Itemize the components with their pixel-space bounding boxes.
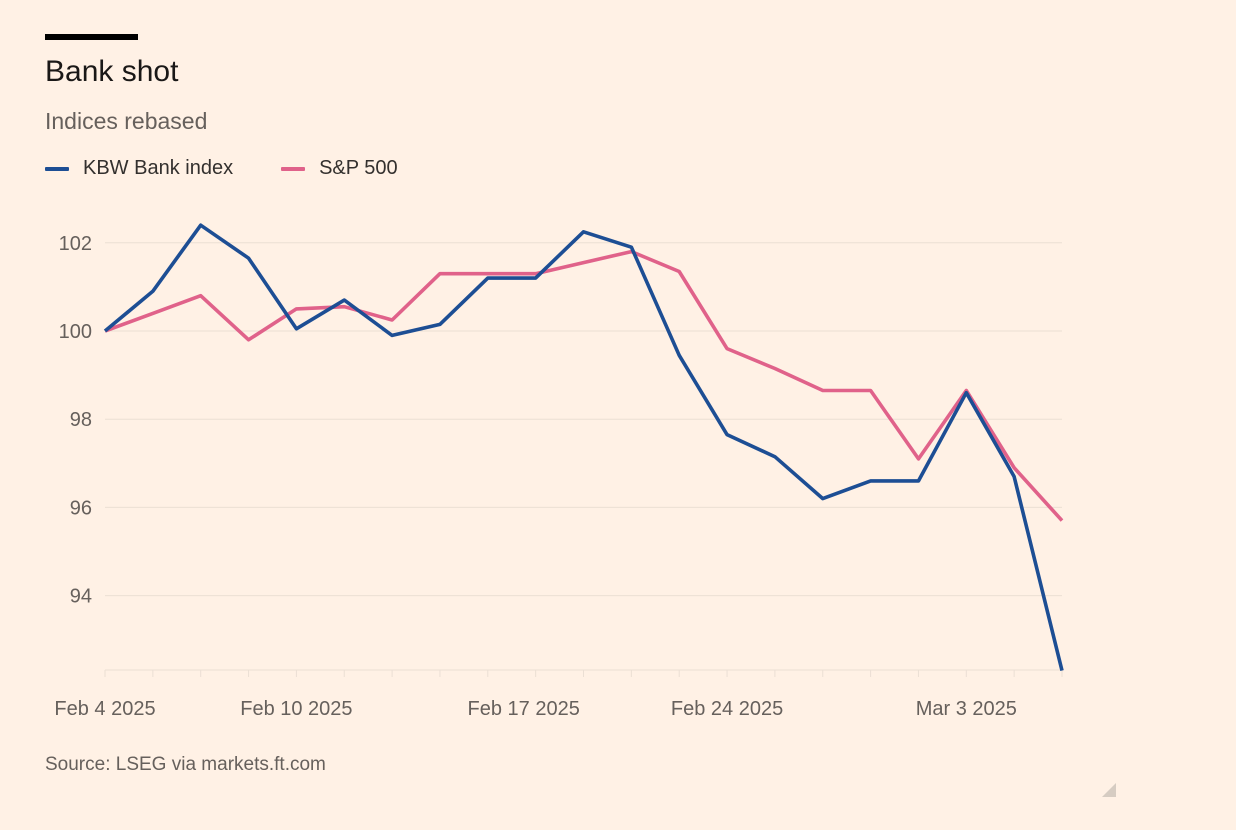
legend-label-sp500: S&P 500 <box>319 157 398 179</box>
y-tick-labels: 94 96 98 100 102 <box>59 233 92 608</box>
y-tick-label: 96 <box>70 497 92 519</box>
source-note: Source: LSEG via markets.ft.com <box>45 754 326 775</box>
series-line-sp500 <box>104 249 1064 522</box>
x-tick-labels: Feb 4 2025 Feb 10 2025 Feb 17 2025 Feb 24 2… <box>54 698 1016 720</box>
y-tick-label: 100 <box>59 321 92 343</box>
legend-swatch-sp500 <box>281 166 306 171</box>
legend-item-sp500: S&P 500 <box>281 157 398 180</box>
x-tick-label: Feb 17 2025 <box>468 698 580 720</box>
y-tick-label: 94 <box>70 586 92 608</box>
chart-subtitle: Indices rebased <box>45 108 208 134</box>
legend-label-kbw: KBW Bank index <box>83 157 234 179</box>
legend-swatch-kbw <box>45 166 69 171</box>
y-tick-label: 102 <box>59 233 92 255</box>
y-tick-label: 98 <box>70 409 92 431</box>
chart-title: Bank shot <box>45 55 179 88</box>
legend-item-kbw: KBW Bank index <box>45 157 233 180</box>
resize-handle-icon[interactable] <box>1102 783 1116 797</box>
chart-legend: KBW Bank index S&P 500 <box>45 157 446 180</box>
x-tick-marks <box>104 670 1063 677</box>
series-line-kbw <box>103 223 1064 672</box>
x-tick-label: Feb 24 2025 <box>671 698 783 720</box>
x-tick-label: Feb 4 2025 <box>54 698 155 720</box>
x-tick-label: Feb 10 2025 <box>240 698 352 720</box>
y-gridlines <box>105 242 1062 597</box>
x-tick-label: Mar 3 2025 <box>916 698 1017 720</box>
series-points-kbw <box>103 223 1064 672</box>
title-rule <box>45 34 138 40</box>
